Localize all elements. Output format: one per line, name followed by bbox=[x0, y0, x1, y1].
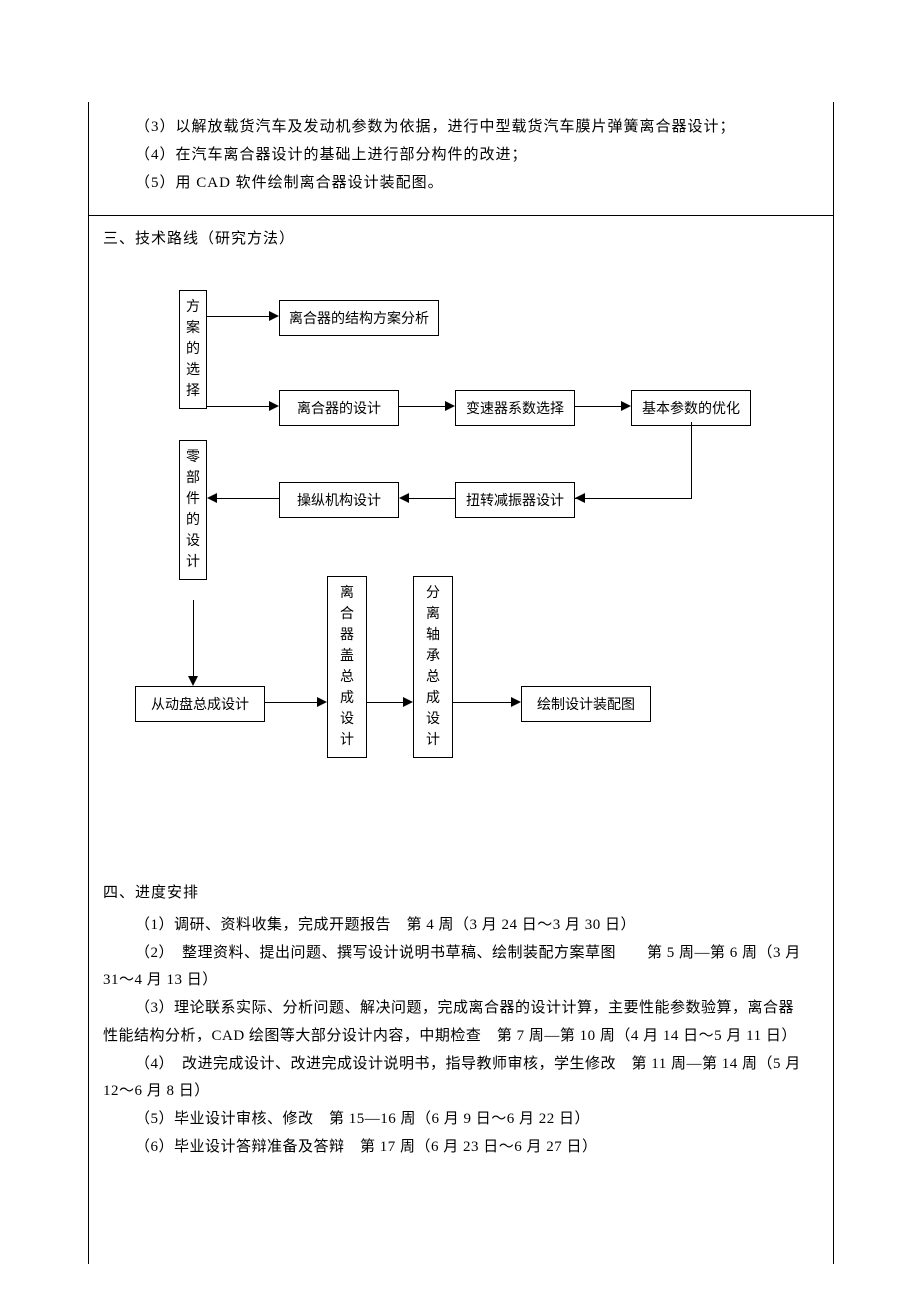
node-fangan: 方案的选择 bbox=[179, 290, 207, 409]
node-label: 分 bbox=[426, 583, 440, 604]
schedule-item: （2） 整理资料、提出问题、撰写设计说明书草稿、绘制装配方案草图 第 5 周—第… bbox=[103, 940, 819, 968]
schedule-item-cont: 性能结构分析，CAD 绘图等大部分设计内容，中期检查 第 7 周—第 10 周（… bbox=[103, 1023, 819, 1051]
arrow-head-icon bbox=[403, 697, 413, 707]
arrow bbox=[399, 406, 445, 407]
schedule-item: （4） 改进完成设计、改进完成设计说明书，指导教师审核，学生修改 第 11 周—… bbox=[103, 1051, 819, 1079]
node-param-optimize: 基本参数的优化 bbox=[631, 390, 751, 426]
schedule-item: （1）调研、资料收集，完成开题报告 第 4 周（3 月 24 日～3 月 30 … bbox=[103, 912, 819, 940]
top-line-5: （5）用 CAD 软件绘制离合器设计装配图。 bbox=[103, 170, 819, 198]
schedule-item-cont: 12～6 月 8 日） bbox=[103, 1078, 819, 1106]
arrow bbox=[217, 498, 279, 499]
node-label: 方 bbox=[186, 297, 200, 318]
arrow-head-icon bbox=[269, 401, 279, 411]
node-structure-analysis: 离合器的结构方案分析 bbox=[279, 300, 439, 336]
arrow bbox=[193, 600, 194, 676]
arrow-head-icon bbox=[269, 311, 279, 321]
node-label: 零 bbox=[186, 447, 200, 468]
cell-top: （3）以解放载货汽车及发动机参数为依据，进行中型载货汽车膜片弹簧离合器设计； （… bbox=[89, 102, 833, 216]
page-frame: （3）以解放载货汽车及发动机参数为依据，进行中型载货汽车膜片弹簧离合器设计； （… bbox=[88, 102, 834, 1264]
top-line-4: （4）在汽车离合器设计的基础上进行部分构件的改进； bbox=[103, 142, 819, 170]
arrow bbox=[265, 702, 317, 703]
schedule-list: （1）调研、资料收集，完成开题报告 第 4 周（3 月 24 日～3 月 30 … bbox=[103, 912, 819, 1162]
cell-main: 三、技术路线（研究方法） 方案的选择 零部件的设计 离合器的结构方案分析 离合器… bbox=[89, 216, 833, 1266]
schedule-item-cont: 31～4 月 13 日） bbox=[103, 967, 819, 995]
node-bearing-assy: 分离轴承总成设计 bbox=[413, 576, 453, 758]
schedule-item: （5）毕业设计审核、修改 第 15—16 周（6 月 9 日～6 月 22 日） bbox=[103, 1106, 819, 1134]
arrow bbox=[691, 422, 692, 498]
arrow bbox=[575, 498, 692, 499]
node-driven-plate: 从动盘总成设计 bbox=[135, 686, 265, 722]
node-clutch-design: 离合器的设计 bbox=[279, 390, 399, 426]
arrow bbox=[409, 498, 455, 499]
arrow-head-icon bbox=[399, 493, 409, 503]
arrow-head-icon bbox=[445, 401, 455, 411]
node-draw-assembly: 绘制设计装配图 bbox=[521, 686, 651, 722]
arrow-head-icon bbox=[511, 697, 521, 707]
arrow bbox=[207, 316, 269, 317]
arrow bbox=[207, 406, 269, 407]
section-3-title: 三、技术路线（研究方法） bbox=[103, 226, 819, 254]
node-label: 离 bbox=[340, 583, 354, 604]
node-damper-design: 扭转减振器设计 bbox=[455, 482, 575, 518]
section-4-title: 四、进度安排 bbox=[103, 880, 819, 908]
schedule-item: （3）理论联系实际、分析问题、解决问题，完成离合器的设计计算，主要性能参数验算，… bbox=[103, 995, 819, 1023]
arrow bbox=[367, 702, 403, 703]
arrow-head-icon bbox=[575, 493, 585, 503]
top-line-3: （3）以解放载货汽车及发动机参数为依据，进行中型载货汽车膜片弹簧离合器设计； bbox=[103, 114, 819, 142]
node-control-mech: 操纵机构设计 bbox=[279, 482, 399, 518]
arrow-head-icon bbox=[317, 697, 327, 707]
section-4: 四、进度安排 （1）调研、资料收集，完成开题报告 第 4 周（3 月 24 日～… bbox=[103, 880, 819, 1162]
arrow-head-icon bbox=[621, 401, 631, 411]
flowchart-diagram: 方案的选择 零部件的设计 离合器的结构方案分析 离合器的设计 变速器系数选择 基… bbox=[103, 290, 819, 850]
node-ratio-select: 变速器系数选择 bbox=[455, 390, 575, 426]
arrow-head-icon bbox=[188, 676, 198, 686]
arrow-head-icon bbox=[207, 493, 217, 503]
arrow bbox=[453, 702, 511, 703]
schedule-item: （6）毕业设计答辩准备及答辩 第 17 周（6 月 23 日～6 月 27 日） bbox=[103, 1134, 819, 1162]
node-lingbu: 零部件的设计 bbox=[179, 440, 207, 580]
arrow bbox=[575, 406, 621, 407]
node-cover-assy: 离合器盖总成设计 bbox=[327, 576, 367, 758]
